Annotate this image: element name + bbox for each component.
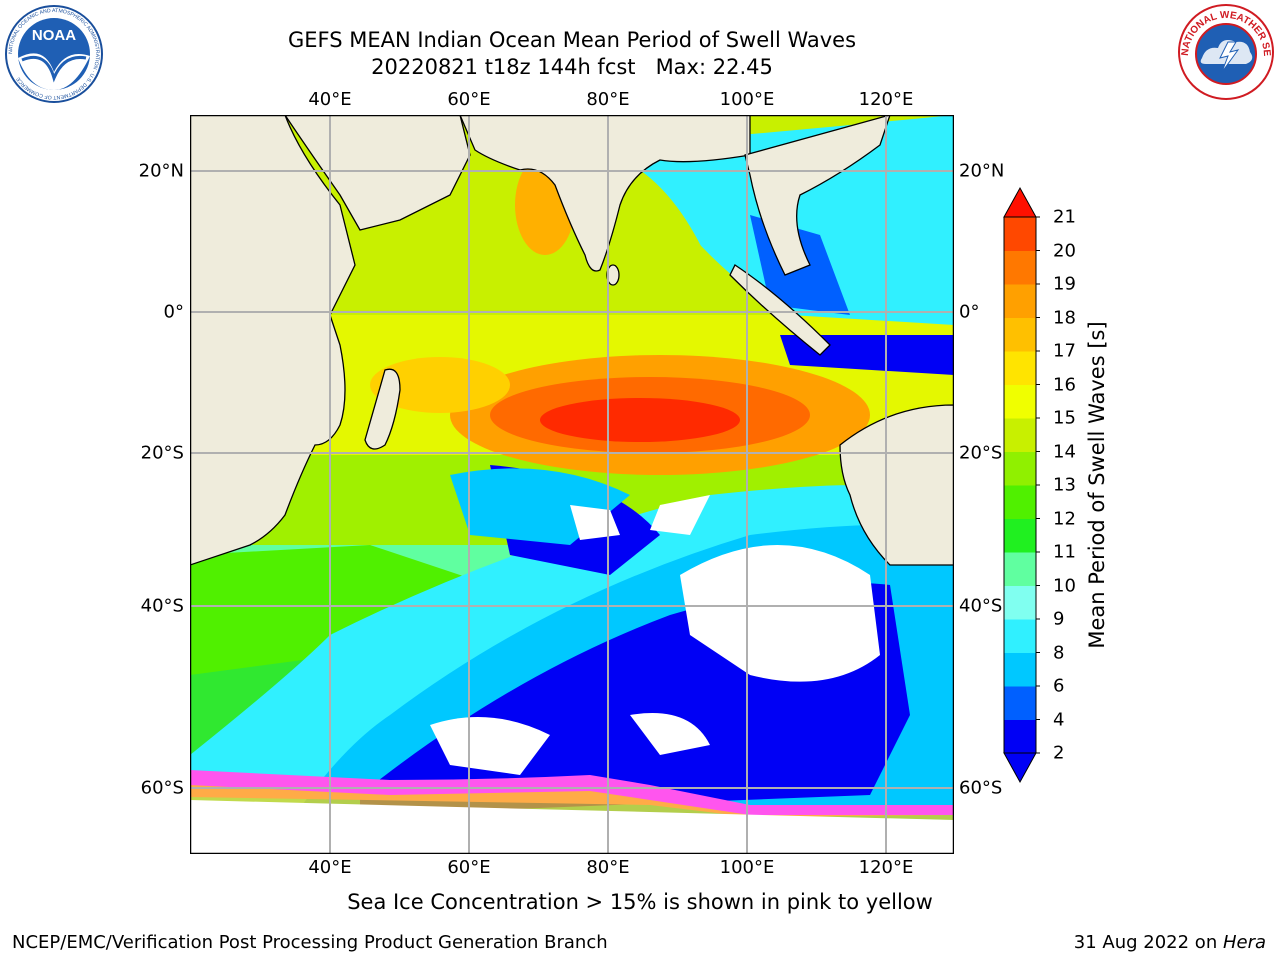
lat-label-right-20s: 20°S xyxy=(959,442,1003,464)
land-arabia xyxy=(284,115,471,231)
sea-ice-note: Sea Ice Concentration > 15% is shown in … xyxy=(347,890,933,914)
colorbar-tick-label: 12 xyxy=(1053,508,1076,529)
colorbar-tick-label: 6 xyxy=(1053,675,1065,697)
nodata-patch-5 xyxy=(630,713,710,755)
colorbar-tick-label: 19 xyxy=(1053,273,1076,295)
colorbar-tick-label: 20 xyxy=(1053,240,1076,261)
colorbar-tick-label: 14 xyxy=(1053,441,1076,462)
lat-label-left-20n: 20°N xyxy=(138,160,184,182)
colorbar-min-arrow xyxy=(1003,752,1037,784)
colorbar-segment xyxy=(1004,284,1036,318)
lon-label-top-40e: 40°E xyxy=(308,89,352,110)
colorbar-tick-label: 11 xyxy=(1053,541,1076,563)
colorbar-segment xyxy=(1004,552,1036,586)
lon-label-top-80e: 80°E xyxy=(586,89,630,110)
chart-title: GEFS MEAN Indian Ocean Mean Period of Sw… xyxy=(287,28,857,52)
swell-west xyxy=(370,357,510,413)
credit-text: NCEP/EMC/Verification Post Processing Pr… xyxy=(12,932,608,953)
colorbar-tick-label: 10 xyxy=(1053,575,1076,596)
nodata-patch-4 xyxy=(430,717,550,775)
lon-label-bottom-100e: 100°E xyxy=(719,857,775,878)
colorbar-segment xyxy=(1004,585,1036,620)
map-frame xyxy=(190,115,954,854)
colorbar-label: Mean Period of Swell Waves [s] xyxy=(1085,321,1109,649)
colorbar-segment xyxy=(1004,619,1036,653)
colorbar-max-arrow xyxy=(1003,186,1037,218)
colorbar-tick-label: 15 xyxy=(1053,407,1076,429)
lat-label-left-40s: 40°S xyxy=(140,595,184,617)
land-madagascar xyxy=(364,368,401,450)
colorbar-segment xyxy=(1004,518,1036,553)
colorbar-tick-label: 18 xyxy=(1053,307,1076,328)
colorbar-segment xyxy=(1004,686,1036,720)
noaa-logo-text: NOAA xyxy=(32,27,76,44)
swell-red-core xyxy=(540,398,740,442)
colorbar-tick-label: 4 xyxy=(1053,709,1065,730)
antarctic-white xyxy=(190,800,954,854)
lon-label-top-100e: 100°E xyxy=(719,89,775,110)
colorbar-segment xyxy=(1004,351,1036,385)
colorbar-tick-label: 13 xyxy=(1053,474,1076,496)
colorbar-tick-label: 16 xyxy=(1053,374,1076,395)
lat-label-right-0: 0° xyxy=(959,301,980,323)
noaa-logo: NOAA NATIONAL OCEANIC AND ATMOSPHERIC AD… xyxy=(5,5,103,103)
land-australia xyxy=(839,404,954,566)
lon-label-bottom-120e: 120°E xyxy=(858,857,914,878)
map-panel xyxy=(190,115,954,854)
lon-label-top-60e: 60°E xyxy=(447,89,491,110)
lat-label-right-40s: 40°S xyxy=(959,595,1003,617)
date-text: 31 Aug 2022 on xyxy=(1073,932,1223,953)
colorbar-segment xyxy=(1004,451,1036,486)
lat-label-right-20n: 20°N xyxy=(959,160,1005,182)
colorbar-segment xyxy=(1004,384,1036,419)
land-sumatra xyxy=(729,264,831,356)
colorbar-segment xyxy=(1004,485,1036,519)
lon-label-bottom-80e: 80°E xyxy=(586,857,630,878)
colorbar-tick-label: 2 xyxy=(1053,742,1065,764)
nodata-patch-3 xyxy=(680,545,880,682)
chart-subtitle: 20220821 t18z 144h fcst Max: 22.45 xyxy=(371,55,773,79)
nodata-patch-2 xyxy=(650,495,710,535)
land-india-asia xyxy=(459,115,751,272)
lon-label-bottom-60e: 60°E xyxy=(447,857,491,878)
lat-label-left-0: 0° xyxy=(163,301,184,323)
lat-label-left-60s: 60°S xyxy=(140,777,184,799)
nws-logo: NATIONAL WEATHER SERVICE xyxy=(1176,2,1274,100)
colorbar-tick-label: 9 xyxy=(1053,608,1065,630)
sea-ice-fringe-yellow xyxy=(190,785,954,821)
field-bay-green xyxy=(610,155,710,285)
host-name: Hera xyxy=(1222,932,1266,953)
colorbar-tick-label: 17 xyxy=(1053,340,1076,362)
colorbar-segment xyxy=(1004,418,1036,452)
colorbar-segment xyxy=(1004,317,1036,352)
lat-label-right-60s: 60°S xyxy=(959,777,1003,799)
colorbar-tick-label: 8 xyxy=(1053,642,1065,663)
colorbar xyxy=(1003,186,1040,784)
colorbar-segment xyxy=(1004,719,1036,754)
colorbar-segment xyxy=(1004,250,1036,285)
date-stamp: 31 Aug 2022 on Hera xyxy=(1074,932,1266,953)
colorbar-segment xyxy=(1004,217,1036,251)
colorbar-segment xyxy=(1004,652,1036,687)
colorbar-tick-label: 21 xyxy=(1053,206,1076,228)
lon-label-bottom-40e: 40°E xyxy=(308,857,352,878)
map-grid xyxy=(190,115,954,854)
land-seasia xyxy=(744,115,891,276)
lon-label-top-120e: 120°E xyxy=(858,89,914,110)
lat-label-left-20s: 20°S xyxy=(140,442,184,464)
